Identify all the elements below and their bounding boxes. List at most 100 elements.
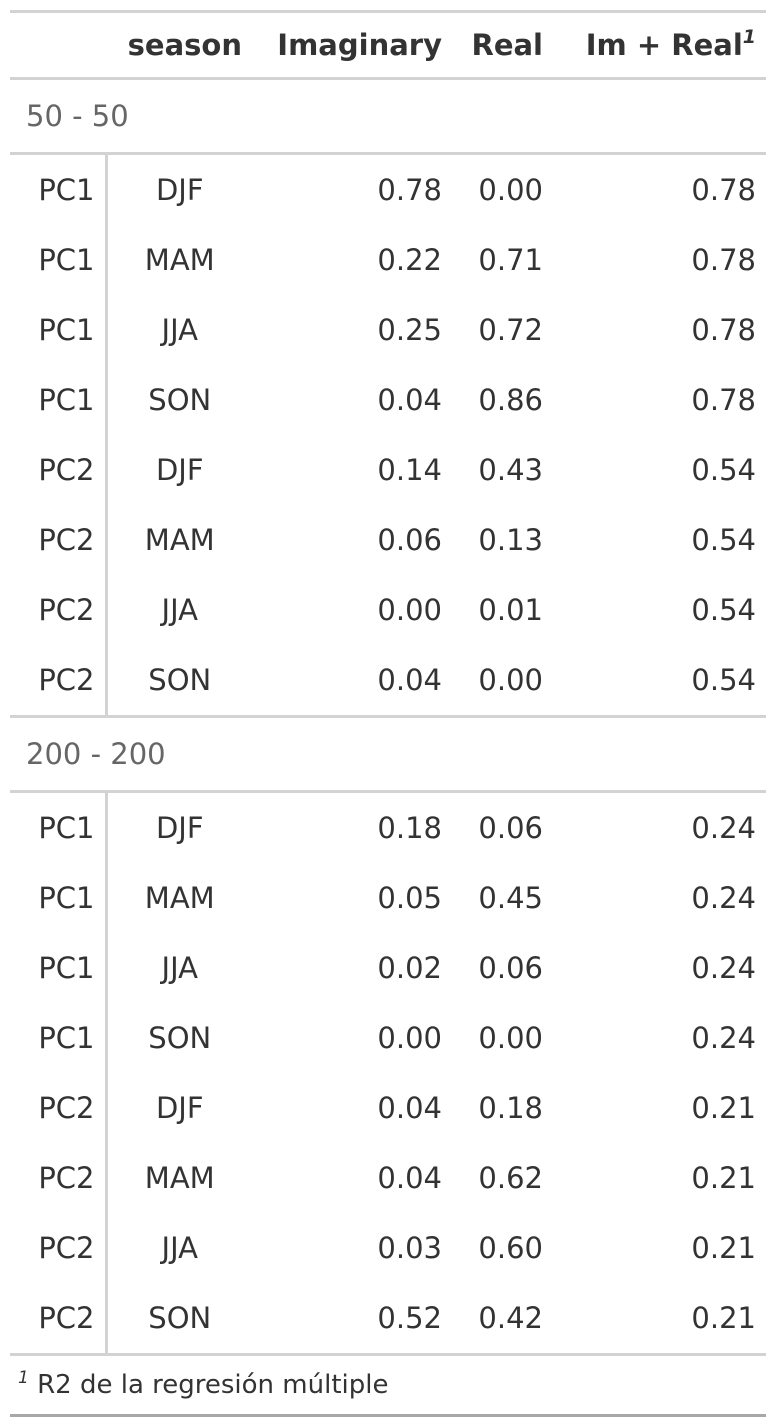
- pc-cell: PC2: [10, 575, 108, 645]
- imaginary-cell: 0.02: [377, 951, 442, 985]
- sum-cell: 0.54: [691, 453, 756, 487]
- pc-cell: PC1: [10, 365, 108, 435]
- imaginary-cell: 0.22: [377, 243, 442, 277]
- footnote: 1 R2 de la regresión múltiple: [10, 1354, 766, 1417]
- pc-cell: PC1: [10, 791, 108, 863]
- pc-cell: PC2: [10, 435, 108, 505]
- table-row: PC1 SON 0.04 0.86 0.78: [10, 365, 766, 435]
- table-row: PC2 SON 0.52 0.42 0.21: [10, 1283, 766, 1356]
- pc-cell: PC2: [10, 1283, 108, 1356]
- footnote-text: R2 de la regresión múltiple: [37, 1370, 389, 1400]
- table-row: PC2 JJA 0.03 0.60 0.21: [10, 1213, 766, 1283]
- group-header-row: 50 - 50: [10, 78, 766, 155]
- real-cell: 0.06: [478, 951, 543, 985]
- imaginary-cell: 0.05: [377, 881, 442, 915]
- table-row: PC1 MAM 0.22 0.71 0.78: [10, 225, 766, 295]
- sum-cell: 0.78: [691, 383, 756, 417]
- footnote-row: 1 R2 de la regresión múltiple: [10, 1354, 766, 1417]
- table-header: season Imaginary Real Im + Real1: [10, 10, 766, 80]
- pc-cell: PC1: [10, 295, 108, 365]
- real-cell: 0.72: [478, 313, 543, 347]
- season-cell: MAM: [144, 881, 215, 915]
- sum-cell: 0.24: [691, 951, 756, 985]
- group-label: 50 - 50: [10, 78, 766, 155]
- table-row: PC2 SON 0.04 0.00 0.54: [10, 645, 766, 717]
- imaginary-cell: 0.14: [377, 453, 442, 487]
- sum-cell: 0.21: [691, 1231, 756, 1265]
- season-cell: MAM: [144, 523, 215, 557]
- real-cell: 0.43: [478, 453, 543, 487]
- imaginary-cell: 0.04: [377, 383, 442, 417]
- sum-cell: 0.78: [691, 173, 756, 207]
- pc-cell: PC1: [10, 1003, 108, 1073]
- real-cell: 0.71: [478, 243, 543, 277]
- sum-cell: 0.54: [691, 663, 756, 697]
- imaginary-cell: 0.03: [377, 1231, 442, 1265]
- footnote-mark: 1: [742, 26, 756, 48]
- imaginary-cell: 0.78: [377, 173, 442, 207]
- sum-cell: 0.24: [691, 881, 756, 915]
- sum-cell: 0.21: [691, 1091, 756, 1125]
- group-header-row: 200 - 200: [10, 715, 766, 793]
- table-row: PC1 JJA 0.02 0.06 0.24: [10, 933, 766, 1003]
- pc-cell: PC2: [10, 1143, 108, 1213]
- imaginary-cell: 0.04: [377, 1091, 442, 1125]
- table-row: PC1 DJF 0.18 0.06 0.24: [10, 791, 766, 863]
- season-cell: MAM: [144, 1161, 215, 1195]
- sum-cell: 0.24: [691, 811, 756, 845]
- table-footer: 1 R2 de la regresión múltiple: [10, 1354, 766, 1417]
- table-row: PC1 JJA 0.25 0.72 0.78: [10, 295, 766, 365]
- row-group: 200 - 200 PC1 DJF 0.18 0.06 0.24 PC1 MAM 0.05 0.4…: [10, 715, 766, 1356]
- stub-column-header: [10, 10, 106, 80]
- season-cell: JJA: [161, 313, 198, 347]
- sum-cell: 0.21: [691, 1161, 756, 1195]
- table-row: PC2 JJA 0.00 0.01 0.54: [10, 575, 766, 645]
- real-cell: 0.00: [478, 663, 543, 697]
- row-group: 50 - 50 PC1 DJF 0.78 0.00 0.78 PC1 MAM 0.22 0.71 0…: [10, 78, 766, 717]
- pc-cell: PC1: [10, 225, 108, 295]
- table-row: PC2 MAM 0.06 0.13 0.54: [10, 505, 766, 575]
- sum-cell: 0.54: [691, 593, 756, 627]
- real-cell: 0.18: [478, 1091, 543, 1125]
- season-cell: JJA: [161, 1231, 198, 1265]
- real-cell: 0.01: [478, 593, 543, 627]
- group-label: 200 - 200: [10, 715, 766, 793]
- real-cell: 0.45: [478, 881, 543, 915]
- sum-cell: 0.54: [691, 523, 756, 557]
- imaginary-cell: 0.04: [377, 1161, 442, 1195]
- regression-table: season Imaginary Real Im + Real1 50 - 50…: [10, 10, 766, 1417]
- season-cell: DJF: [155, 811, 204, 845]
- season-cell: SON: [148, 1021, 212, 1055]
- pc-cell: PC2: [10, 645, 108, 717]
- imaginary-cell: 0.00: [377, 1021, 442, 1055]
- real-cell: 0.42: [452, 1283, 553, 1356]
- imaginary-column-header: Imaginary: [252, 10, 452, 80]
- real-cell: 0.62: [478, 1161, 543, 1195]
- season-cell: SON: [148, 383, 212, 417]
- sum-cell: 0.21: [553, 1283, 766, 1356]
- imaginary-cell: 0.06: [377, 523, 442, 557]
- season-cell: DJF: [155, 1091, 204, 1125]
- real-cell: 0.00: [478, 1021, 543, 1055]
- real-column-header: Real: [452, 10, 553, 80]
- column-header-row: season Imaginary Real Im + Real1: [10, 10, 766, 80]
- pc-cell: PC1: [10, 153, 108, 225]
- real-cell: 0.60: [478, 1231, 543, 1265]
- imaginary-cell: 0.25: [377, 313, 442, 347]
- results-table-container: season Imaginary Real Im + Real1 50 - 50…: [10, 10, 766, 1417]
- imaginary-cell: 0.00: [377, 593, 442, 627]
- table-row: PC2 MAM 0.04 0.62 0.21: [10, 1143, 766, 1213]
- sum-column-header-label: Im + Real: [585, 28, 743, 62]
- imaginary-cell: 0.18: [377, 811, 442, 845]
- season-cell: JJA: [161, 951, 198, 985]
- footnote-mark: 1: [18, 1368, 29, 1388]
- table-row: PC1 MAM 0.05 0.45 0.24: [10, 863, 766, 933]
- sum-cell: 0.78: [691, 243, 756, 277]
- table-row: PC1 DJF 0.78 0.00 0.78: [10, 153, 766, 225]
- imaginary-cell: 0.52: [252, 1283, 452, 1356]
- real-cell: 0.86: [478, 383, 543, 417]
- real-cell: 0.00: [478, 173, 543, 207]
- pc-cell: PC1: [10, 863, 108, 933]
- season-cell: DJF: [155, 453, 204, 487]
- sum-cell: 0.24: [691, 1021, 756, 1055]
